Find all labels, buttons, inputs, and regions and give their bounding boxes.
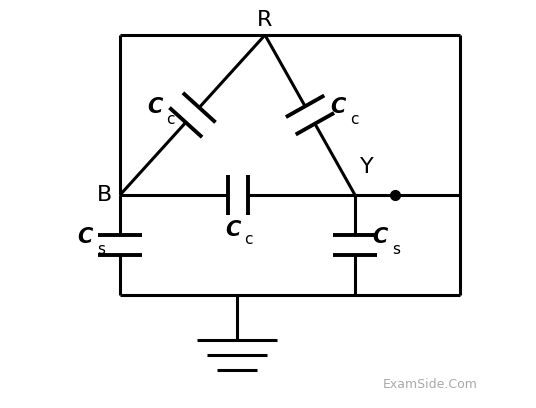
- Text: c: c: [244, 232, 253, 247]
- Text: c: c: [350, 111, 358, 126]
- Text: C: C: [373, 227, 388, 247]
- Text: s: s: [97, 242, 105, 257]
- Text: c: c: [166, 111, 175, 126]
- Text: R: R: [257, 10, 273, 30]
- Text: C: C: [147, 97, 162, 117]
- Text: ExamSide.Com: ExamSide.Com: [383, 379, 478, 392]
- Text: C: C: [330, 97, 346, 117]
- Text: C: C: [225, 220, 240, 240]
- Text: B: B: [97, 185, 112, 205]
- Text: Y: Y: [360, 157, 374, 177]
- Text: s: s: [392, 242, 400, 257]
- Text: C: C: [77, 227, 93, 247]
